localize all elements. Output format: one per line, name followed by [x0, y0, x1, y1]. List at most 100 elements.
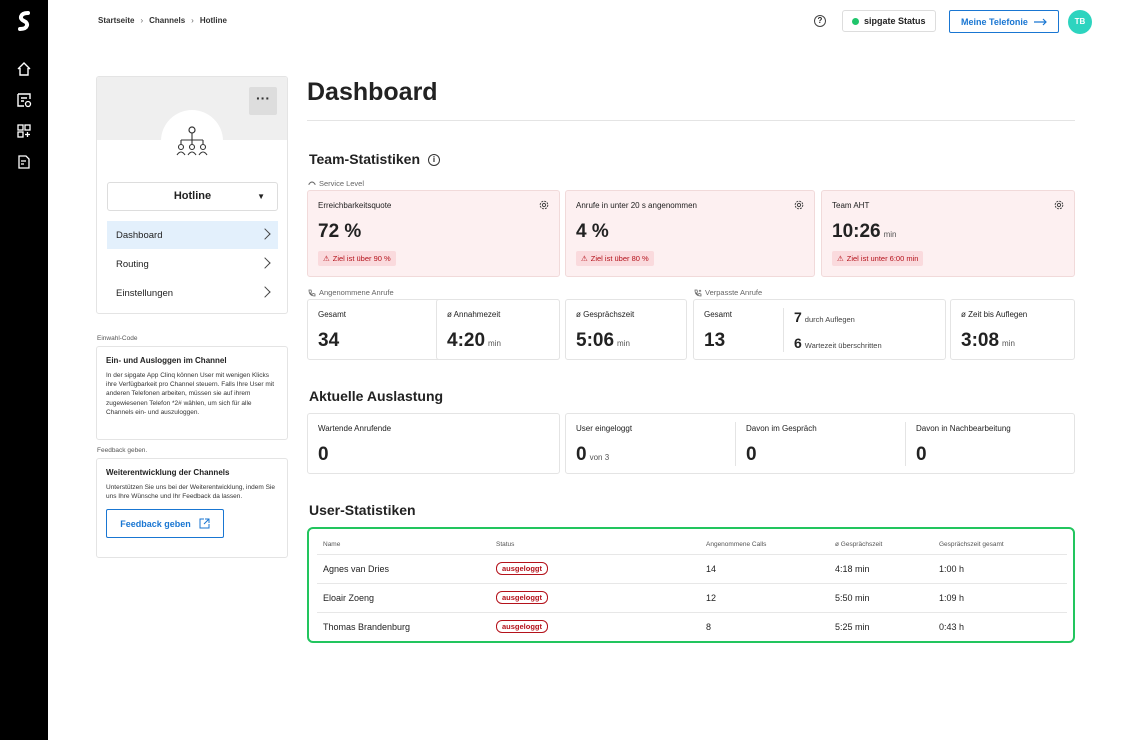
- caret-down-icon: ▼: [257, 192, 265, 201]
- card-divider: [905, 422, 906, 466]
- meine-telefonie-button[interactable]: Meine Telefonie: [949, 10, 1059, 33]
- status-dot-icon: [852, 17, 859, 25]
- team-stats-heading: Team-Statistiken i: [309, 151, 440, 167]
- missed-hangup-row: 7 durch Auflegen: [794, 309, 855, 325]
- card-value: 4 %: [576, 221, 609, 242]
- nav-item-einstellungen[interactable]: Einstellungen: [107, 279, 278, 307]
- accepted-avg-answer-card: ø Annahmezeit 4:20 min: [436, 299, 560, 360]
- phone-accepted-icon: [308, 289, 316, 296]
- user-stats-table: Name Status Angenommene Calls ø Gespräch…: [317, 536, 1067, 641]
- chevron-right-icon: [259, 228, 271, 240]
- warning-icon: ⚠: [581, 254, 588, 263]
- page-title: Dashboard: [307, 78, 438, 106]
- user-stats-table-card: Name Status Angenommene Calls ø Gespräch…: [307, 527, 1075, 643]
- sipgate-status-button[interactable]: sipgate Status: [842, 10, 936, 32]
- card-divider: [735, 422, 736, 466]
- more-options-button[interactable]: ···: [249, 87, 277, 115]
- home-icon[interactable]: [16, 61, 32, 77]
- card-label: ø Zeit bis Auflegen: [961, 310, 1028, 319]
- column-header[interactable]: Name: [317, 536, 490, 555]
- chevron-right-icon: [259, 286, 271, 298]
- user-total-talk: 1:00 h: [933, 554, 1067, 584]
- card-label: ø Annahmezeit: [447, 310, 501, 319]
- channel-avatar: [161, 110, 223, 172]
- gear-icon[interactable]: [793, 199, 805, 211]
- user-calls: 8: [706, 621, 712, 632]
- feedback-card: Weiterentwicklung der Channels Unterstüt…: [96, 458, 288, 558]
- card-value: 0: [318, 444, 329, 465]
- user-status: ausgeloggt: [490, 583, 700, 613]
- user-status: ausgeloggt: [490, 554, 700, 584]
- column-header[interactable]: ø Gesprächszeit: [829, 536, 933, 555]
- card-value: 3:08 min: [961, 330, 1015, 351]
- feedback-button[interactable]: Feedback geben: [106, 509, 224, 539]
- avatar[interactable]: TB: [1068, 10, 1092, 34]
- help-icon[interactable]: ?: [814, 15, 826, 27]
- service-level-label: Service Level: [308, 179, 364, 188]
- channel-nav: Dashboard Routing Einstellungen: [107, 221, 278, 308]
- nav-item-routing[interactable]: Routing: [107, 250, 278, 278]
- table-row[interactable]: Eloair Zoeng ausgeloggt 12 5:50 min 1:09…: [317, 583, 1067, 613]
- accepted-avg-talk-card: ø Gesprächszeit 5:06 min: [565, 299, 687, 360]
- nav-item-dashboard[interactable]: Dashboard: [107, 221, 278, 249]
- missed-calls-label: Verpasste Anrufe: [694, 288, 762, 297]
- external-link-icon: [199, 518, 210, 529]
- status-badge: ausgeloggt: [496, 591, 549, 604]
- missed-wait-row: 6 Wartezeit überschritten: [794, 335, 882, 351]
- card-value: 5:06 min: [576, 330, 630, 351]
- service-card-answered-20s: Anrufe in unter 20 s angenommen 4 % ⚠ Zie…: [565, 190, 815, 277]
- card-value: 10:26 min: [832, 221, 897, 242]
- team-hierarchy-icon: [176, 126, 208, 156]
- accepted-calls-label: Angenommene Anrufe: [308, 288, 394, 297]
- headset-icon: [308, 181, 316, 185]
- column-header[interactable]: Status: [490, 536, 700, 555]
- card-label: Erreichbarkeitsquote: [318, 201, 392, 210]
- channel-select[interactable]: Hotline ▼: [107, 182, 278, 211]
- column-header[interactable]: Angenommene Calls: [700, 536, 829, 555]
- team-stats-title: Team-Statistiken: [309, 151, 420, 167]
- user-avg-talk: 4:18 min: [829, 554, 933, 584]
- load-heading: Aktuelle Auslastung: [309, 388, 444, 404]
- card-divider: [783, 308, 784, 352]
- card-label: Team AHT: [832, 201, 870, 210]
- info-icon[interactable]: i: [428, 154, 440, 167]
- einwahl-card: Ein- und Ausloggen im Channel In der sip…: [96, 346, 288, 440]
- nav-item-label: Einstellungen: [116, 287, 174, 299]
- status-badge: ausgeloggt: [496, 562, 549, 575]
- document-settings-icon[interactable]: [16, 154, 32, 170]
- table-row[interactable]: Thomas Brandenburg ausgeloggt 8 5:25 min…: [317, 612, 1067, 641]
- feedback-caption: Feedback geben.: [97, 447, 148, 454]
- call-history-icon[interactable]: [16, 92, 32, 108]
- card-value: 0: [746, 444, 757, 465]
- goal-badge: ⚠ Ziel ist über 80 %: [576, 251, 654, 266]
- table-row[interactable]: Agnes van Dries ausgeloggt 14 4:18 min 1…: [317, 554, 1067, 584]
- goal-badge: ⚠ Ziel ist unter 6:00 min: [832, 251, 924, 266]
- card-label: Davon in Nachbearbeitung: [916, 424, 1011, 433]
- breadcrumb-channels[interactable]: Channels: [149, 16, 186, 25]
- table-header-row: Name Status Angenommene Calls ø Gespräch…: [317, 536, 1067, 555]
- warning-icon: ⚠: [837, 254, 844, 263]
- channel-card: ··· Hotline ▼ Dashboard Routing Einstell…: [96, 76, 288, 314]
- service-card-team-aht: Team AHT 10:26 min ⚠ Ziel ist unter 6:00 m…: [821, 190, 1075, 277]
- app-rail: [0, 0, 48, 740]
- arrow-right-icon: [1033, 18, 1047, 25]
- column-header[interactable]: Gesprächszeit gesamt: [933, 536, 1067, 555]
- user-calls: 12: [700, 583, 829, 613]
- missed-hang-time-card: ø Zeit bis Auflegen 3:08 min: [950, 299, 1075, 360]
- card-label: Wartende Anrufende: [318, 424, 392, 433]
- gear-icon[interactable]: [1053, 199, 1065, 211]
- breadcrumb-startseite[interactable]: Startseite: [98, 16, 135, 25]
- gear-icon[interactable]: [538, 199, 550, 211]
- card-label: User eingeloggt: [576, 424, 633, 433]
- apps-icon[interactable]: [16, 123, 32, 139]
- nav-item-label: Routing: [116, 258, 149, 270]
- card-label: ø Gesprächszeit: [576, 310, 635, 319]
- sipgate-status-label: sipgate Status: [864, 16, 926, 26]
- card-label: Davon im Gespräch: [746, 424, 817, 433]
- chevron-right-icon: [259, 257, 271, 269]
- status-badge: ausgeloggt: [496, 620, 549, 634]
- user-total-talk: 0:43 h: [939, 621, 965, 632]
- feedback-title: Weiterentwicklung der Channels: [106, 468, 230, 477]
- sipgate-logo-icon[interactable]: [14, 10, 34, 32]
- user-name: Thomas Brandenburg: [323, 621, 411, 632]
